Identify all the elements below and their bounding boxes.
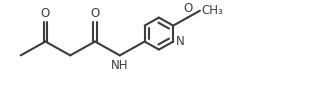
Text: O: O [183,2,192,15]
Text: O: O [41,7,50,20]
Text: N: N [176,35,184,48]
Text: NH: NH [111,59,128,72]
Text: CH₃: CH₃ [201,4,223,17]
Text: O: O [90,7,100,20]
